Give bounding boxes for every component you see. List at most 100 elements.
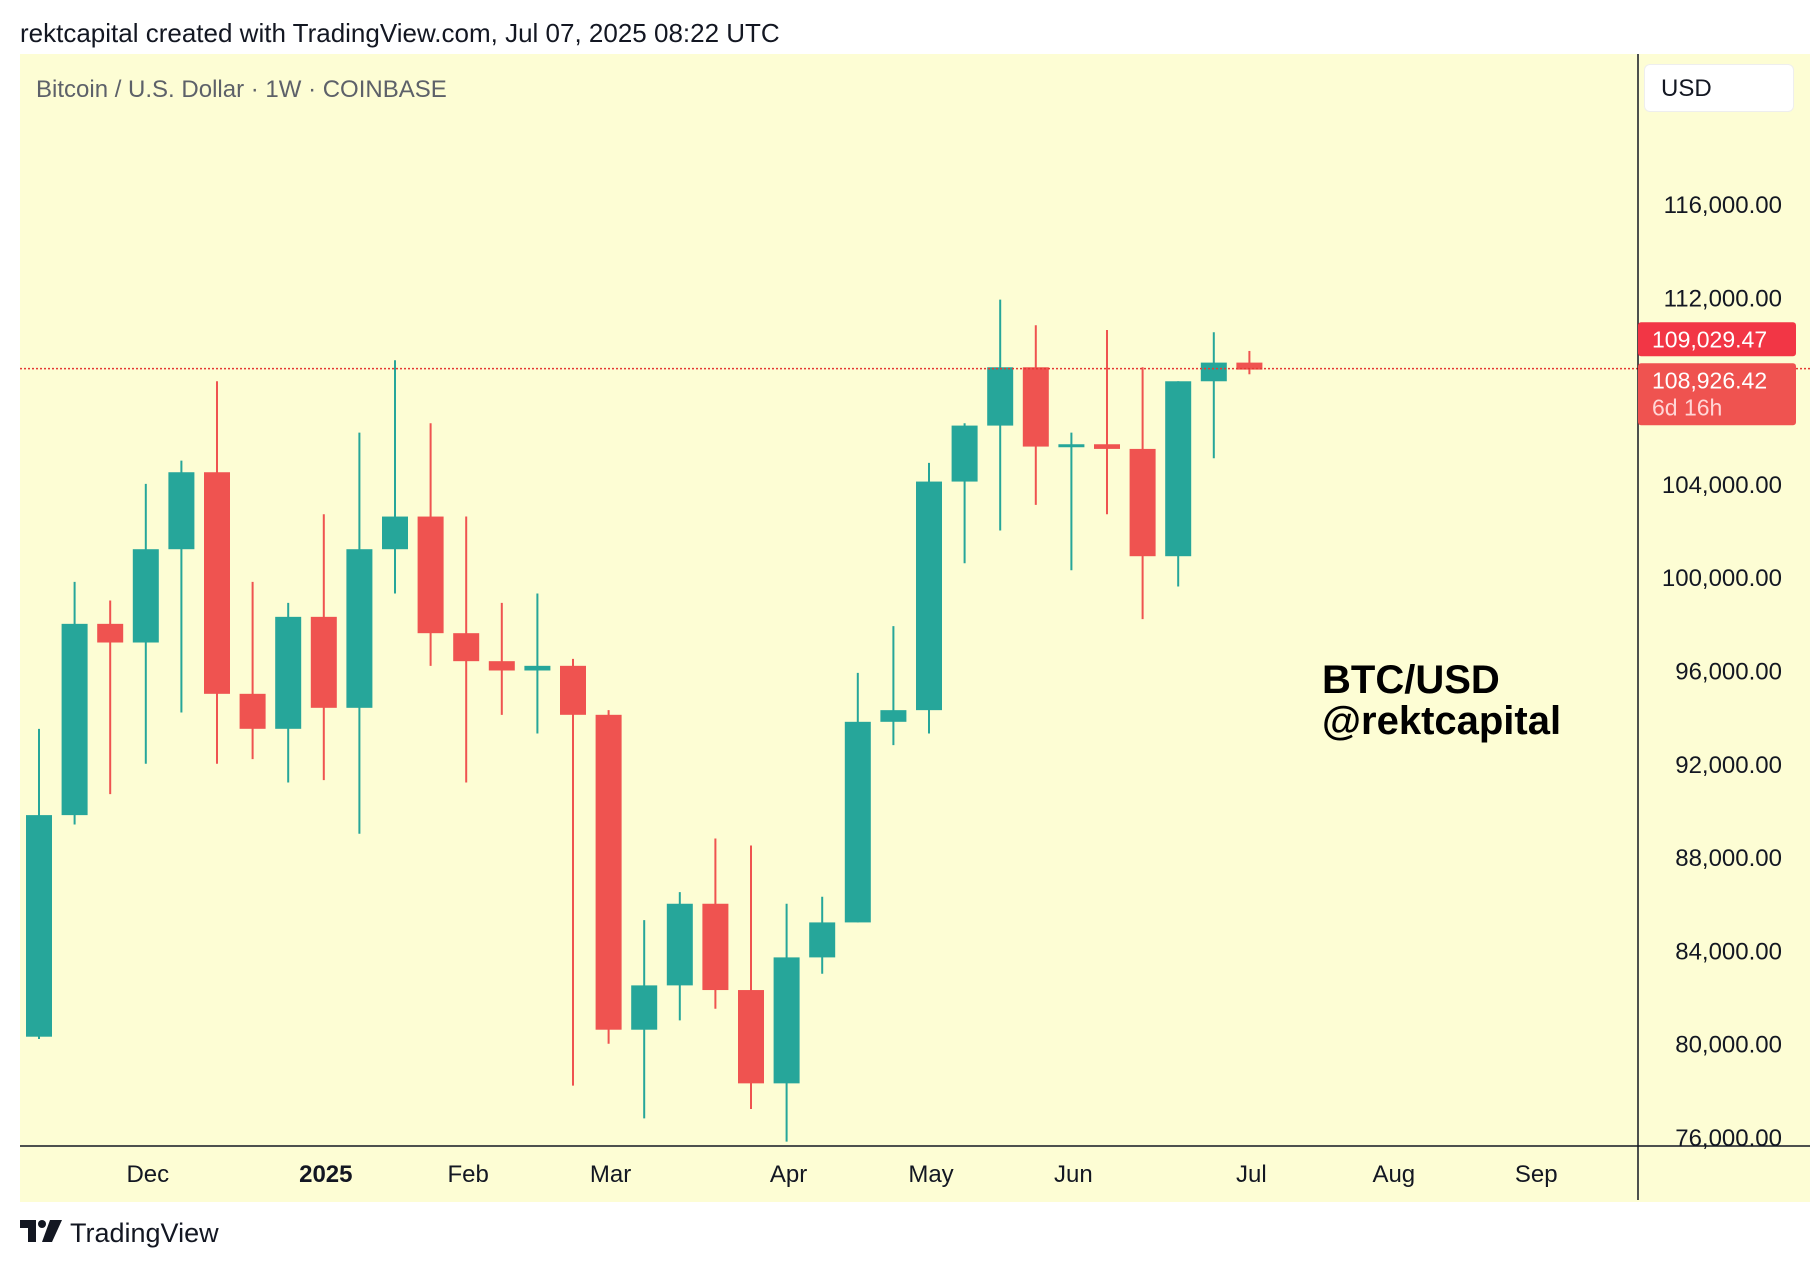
candle-body: [666, 903, 693, 986]
candle-body: [168, 472, 195, 550]
candle-body: [275, 616, 302, 729]
candle[interactable]: [310, 514, 337, 781]
candle-body: [382, 516, 408, 550]
candle[interactable]: [809, 896, 836, 974]
symbol-title[interactable]: Bitcoin / U.S. Dollar · 1W · COINBASE: [36, 76, 447, 103]
tradingview-brand-label: TradingView: [70, 1218, 219, 1248]
candle-body: [773, 957, 800, 1084]
x-tick-label: Aug: [1372, 1161, 1415, 1188]
candle-body: [61, 623, 88, 816]
y-tick-label: 88,000.00: [1675, 845, 1782, 872]
candle-body: [844, 721, 871, 923]
candle[interactable]: [738, 845, 764, 1110]
candle[interactable]: [488, 602, 515, 715]
y-tick-label: 92,000.00: [1675, 752, 1782, 779]
candle[interactable]: [524, 593, 551, 734]
candle-body: [453, 633, 480, 662]
candle-body: [132, 549, 159, 643]
candle-body: [1022, 367, 1049, 447]
watermark-line-2: @rektcapital: [1322, 699, 1562, 743]
candle-body: [738, 990, 764, 1084]
candle-body: [310, 616, 337, 708]
candle[interactable]: [382, 360, 408, 594]
candle-body: [916, 481, 942, 711]
candle[interactable]: [275, 602, 302, 783]
candle[interactable]: [951, 423, 978, 564]
candle[interactable]: [453, 516, 480, 783]
y-tick-label: 76,000.00: [1675, 1125, 1782, 1152]
y-tick-label: 96,000.00: [1675, 659, 1782, 686]
candle[interactable]: [666, 892, 693, 1021]
x-tick-label: Mar: [590, 1161, 631, 1188]
candle-body: [239, 693, 266, 729]
candle[interactable]: [595, 710, 622, 1044]
candle[interactable]: [417, 423, 444, 666]
candle[interactable]: [61, 581, 88, 825]
candle[interactable]: [880, 626, 907, 746]
candle-body: [97, 623, 124, 643]
candle[interactable]: [702, 838, 729, 1009]
candle-body: [1236, 362, 1263, 370]
candle[interactable]: [1236, 350, 1263, 375]
y-tick-label: 104,000.00: [1662, 472, 1782, 499]
candle[interactable]: [1058, 432, 1085, 571]
candle[interactable]: [346, 432, 373, 834]
price-tag-box: [1638, 363, 1796, 426]
y-tick-label: 80,000.00: [1675, 1032, 1782, 1059]
candle-body: [560, 665, 586, 715]
candle[interactable]: [168, 460, 195, 713]
candle[interactable]: [97, 600, 124, 795]
tradingview-brand[interactable]: TradingView: [20, 1218, 219, 1249]
candle[interactable]: [631, 920, 658, 1119]
candle-body: [26, 815, 52, 1037]
x-tick-label: Jun: [1054, 1161, 1093, 1188]
candle[interactable]: [916, 462, 942, 734]
x-tick-label: Jul: [1236, 1161, 1267, 1188]
candle-body: [1094, 444, 1120, 449]
y-tick-label: 116,000.00: [1664, 192, 1782, 219]
x-tick-label: May: [908, 1161, 953, 1188]
y-tick-label: 84,000.00: [1675, 938, 1782, 965]
price-tag-value: 108,926.42: [1652, 367, 1767, 393]
currency-selector[interactable]: USD: [1644, 64, 1794, 112]
candle[interactable]: [844, 672, 871, 923]
candle[interactable]: [26, 728, 52, 1040]
candle[interactable]: [132, 483, 159, 764]
candle[interactable]: [560, 658, 586, 1086]
price-tag-box: [1638, 322, 1796, 357]
candle[interactable]: [987, 299, 1014, 531]
x-tick-label: 2025: [299, 1161, 352, 1188]
candle-body: [595, 714, 622, 1030]
candle-body: [1200, 362, 1227, 382]
candle-body: [417, 516, 444, 634]
candle[interactable]: [1129, 367, 1156, 620]
y-tick-label: 112,000.00: [1664, 285, 1782, 312]
y-tick-label: 100,000.00: [1662, 565, 1782, 592]
candle-body: [524, 665, 551, 671]
x-tick-label: Sep: [1515, 1161, 1558, 1188]
candle[interactable]: [773, 903, 800, 1142]
candle-body: [346, 549, 373, 708]
candle-body: [631, 985, 658, 1030]
x-tick-label: Dec: [126, 1161, 169, 1188]
candle[interactable]: [239, 581, 266, 760]
watermark-line-1: BTC/USD: [1322, 658, 1500, 702]
tradingview-logo-icon: [20, 1218, 62, 1249]
candle[interactable]: [1094, 329, 1120, 515]
candle-body: [987, 367, 1014, 426]
price-tag-value: 109,029.47: [1652, 326, 1767, 352]
candle-body: [702, 903, 729, 991]
candle-body: [488, 661, 515, 671]
price-tag-countdown: 6d 16h: [1652, 394, 1722, 420]
candle[interactable]: [1200, 332, 1227, 459]
candle-body: [1165, 381, 1192, 557]
candle[interactable]: [1165, 381, 1192, 587]
candle[interactable]: [204, 381, 230, 764]
chart-watermark: BTC/USD @rektcapital: [1322, 660, 1561, 742]
chart-credit: rektcapital created with TradingView.com…: [20, 18, 780, 48]
candle[interactable]: [1022, 325, 1049, 505]
candle-body: [204, 472, 230, 694]
